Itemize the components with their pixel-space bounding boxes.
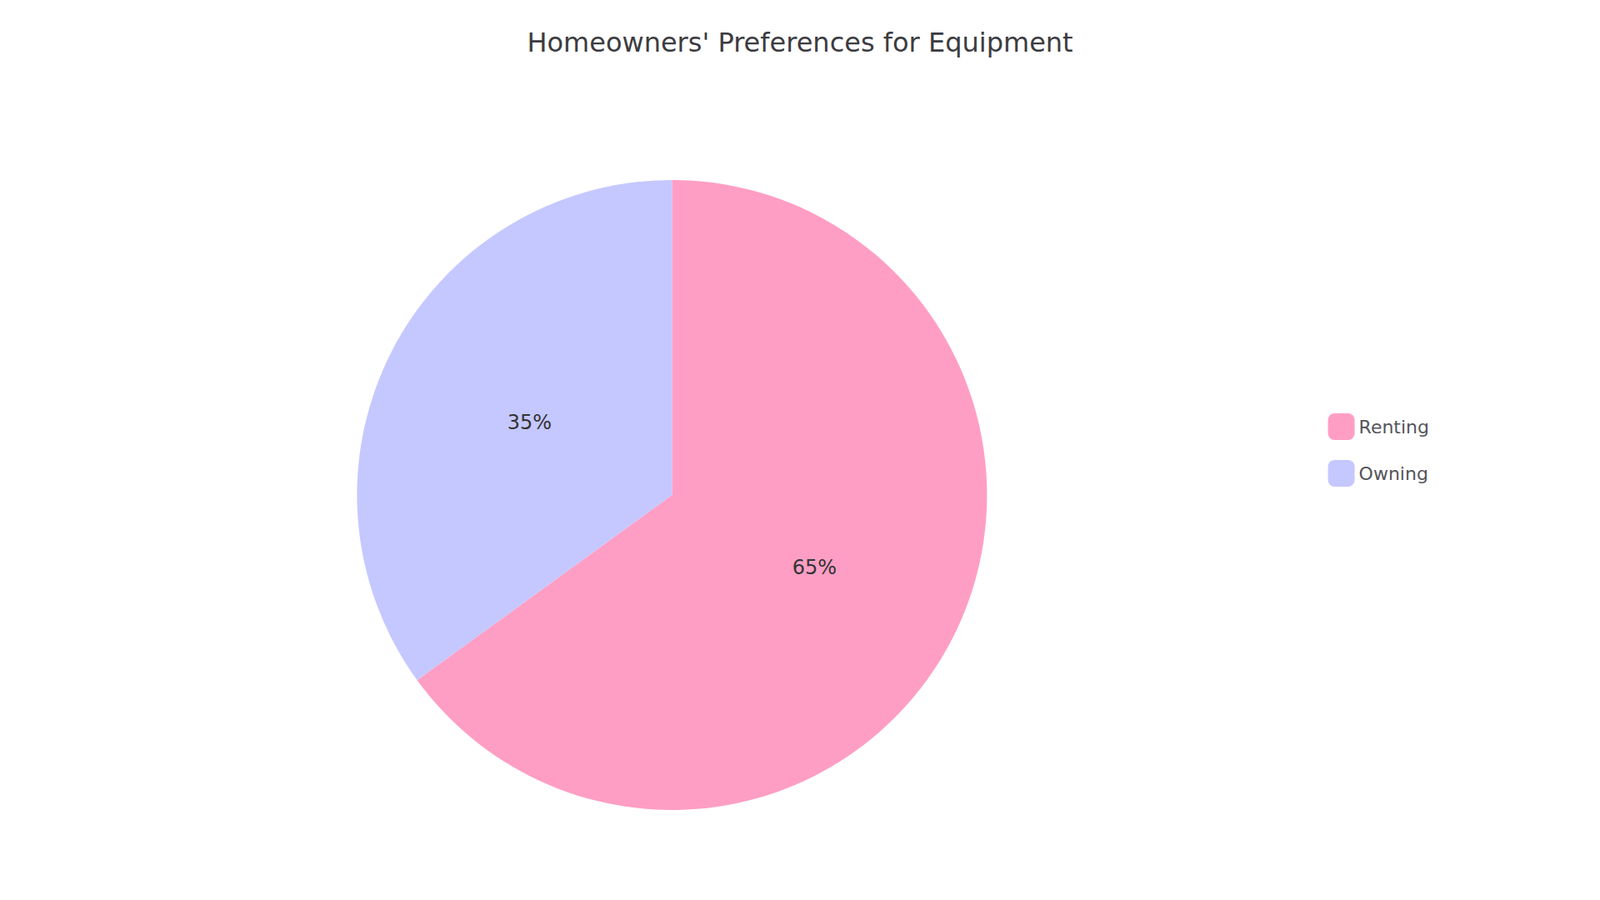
svg-text:65%: 65% (792, 555, 837, 580)
svg-text:Homeowners' Preferences for Eq: Homeowners' Preferences for Equipment (526, 26, 1073, 59)
svg-text:Renting: Renting (1359, 416, 1430, 438)
svg-text:35%: 35% (507, 410, 552, 435)
svg-text:Owning: Owning (1359, 463, 1429, 485)
